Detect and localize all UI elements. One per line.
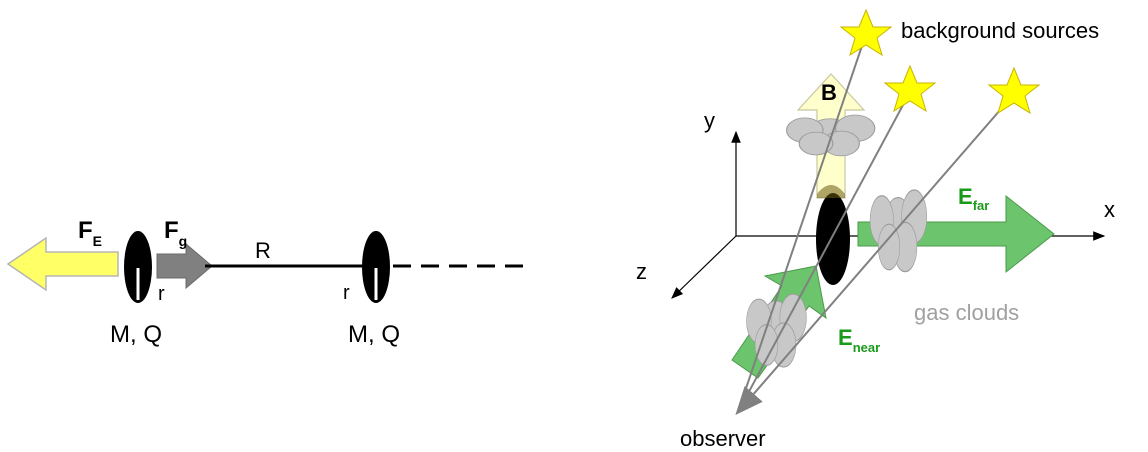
radius-label-left: r (158, 283, 165, 305)
star-icon (839, 8, 893, 57)
right-diagram: y x z B Efar Enear (636, 8, 1115, 451)
star-icon (883, 64, 937, 113)
radius-label-right: r (343, 282, 350, 304)
sight-line-1 (737, 33, 867, 413)
separation-label: R (255, 238, 271, 263)
e-far-label: Efar (958, 184, 989, 213)
y-axis-label: y (704, 108, 715, 133)
mass-charge-left: M, Q (110, 321, 162, 348)
mass-charge-right: M, Q (348, 321, 400, 348)
sight-line-3 (735, 93, 1015, 416)
gravity-force-arrow (156, 242, 213, 290)
gas-clouds-label: gas clouds (914, 300, 1019, 325)
electric-force-arrow (6, 236, 119, 292)
background-sources-label: background sources (901, 18, 1099, 43)
z-axis-label: z (636, 259, 647, 284)
observer-label: observer (680, 426, 766, 451)
electric-force-label: FE (78, 217, 102, 249)
sight-line-2 (737, 91, 911, 413)
e-near-label: Enear (838, 325, 880, 355)
x-axis-label: x (1104, 197, 1115, 222)
slab-b-overlap (817, 185, 845, 198)
left-body (124, 231, 152, 303)
star-icon (987, 66, 1041, 115)
gravity-force-label: Fg (164, 217, 187, 249)
right-body (362, 231, 390, 303)
magnetic-field-label: B (821, 80, 837, 105)
absorbing-slab (816, 193, 850, 285)
gas-cloud-far (869, 189, 928, 273)
left-diagram: FE Fg R r r M, Q M, Q (6, 217, 528, 348)
z-axis (671, 235, 737, 299)
